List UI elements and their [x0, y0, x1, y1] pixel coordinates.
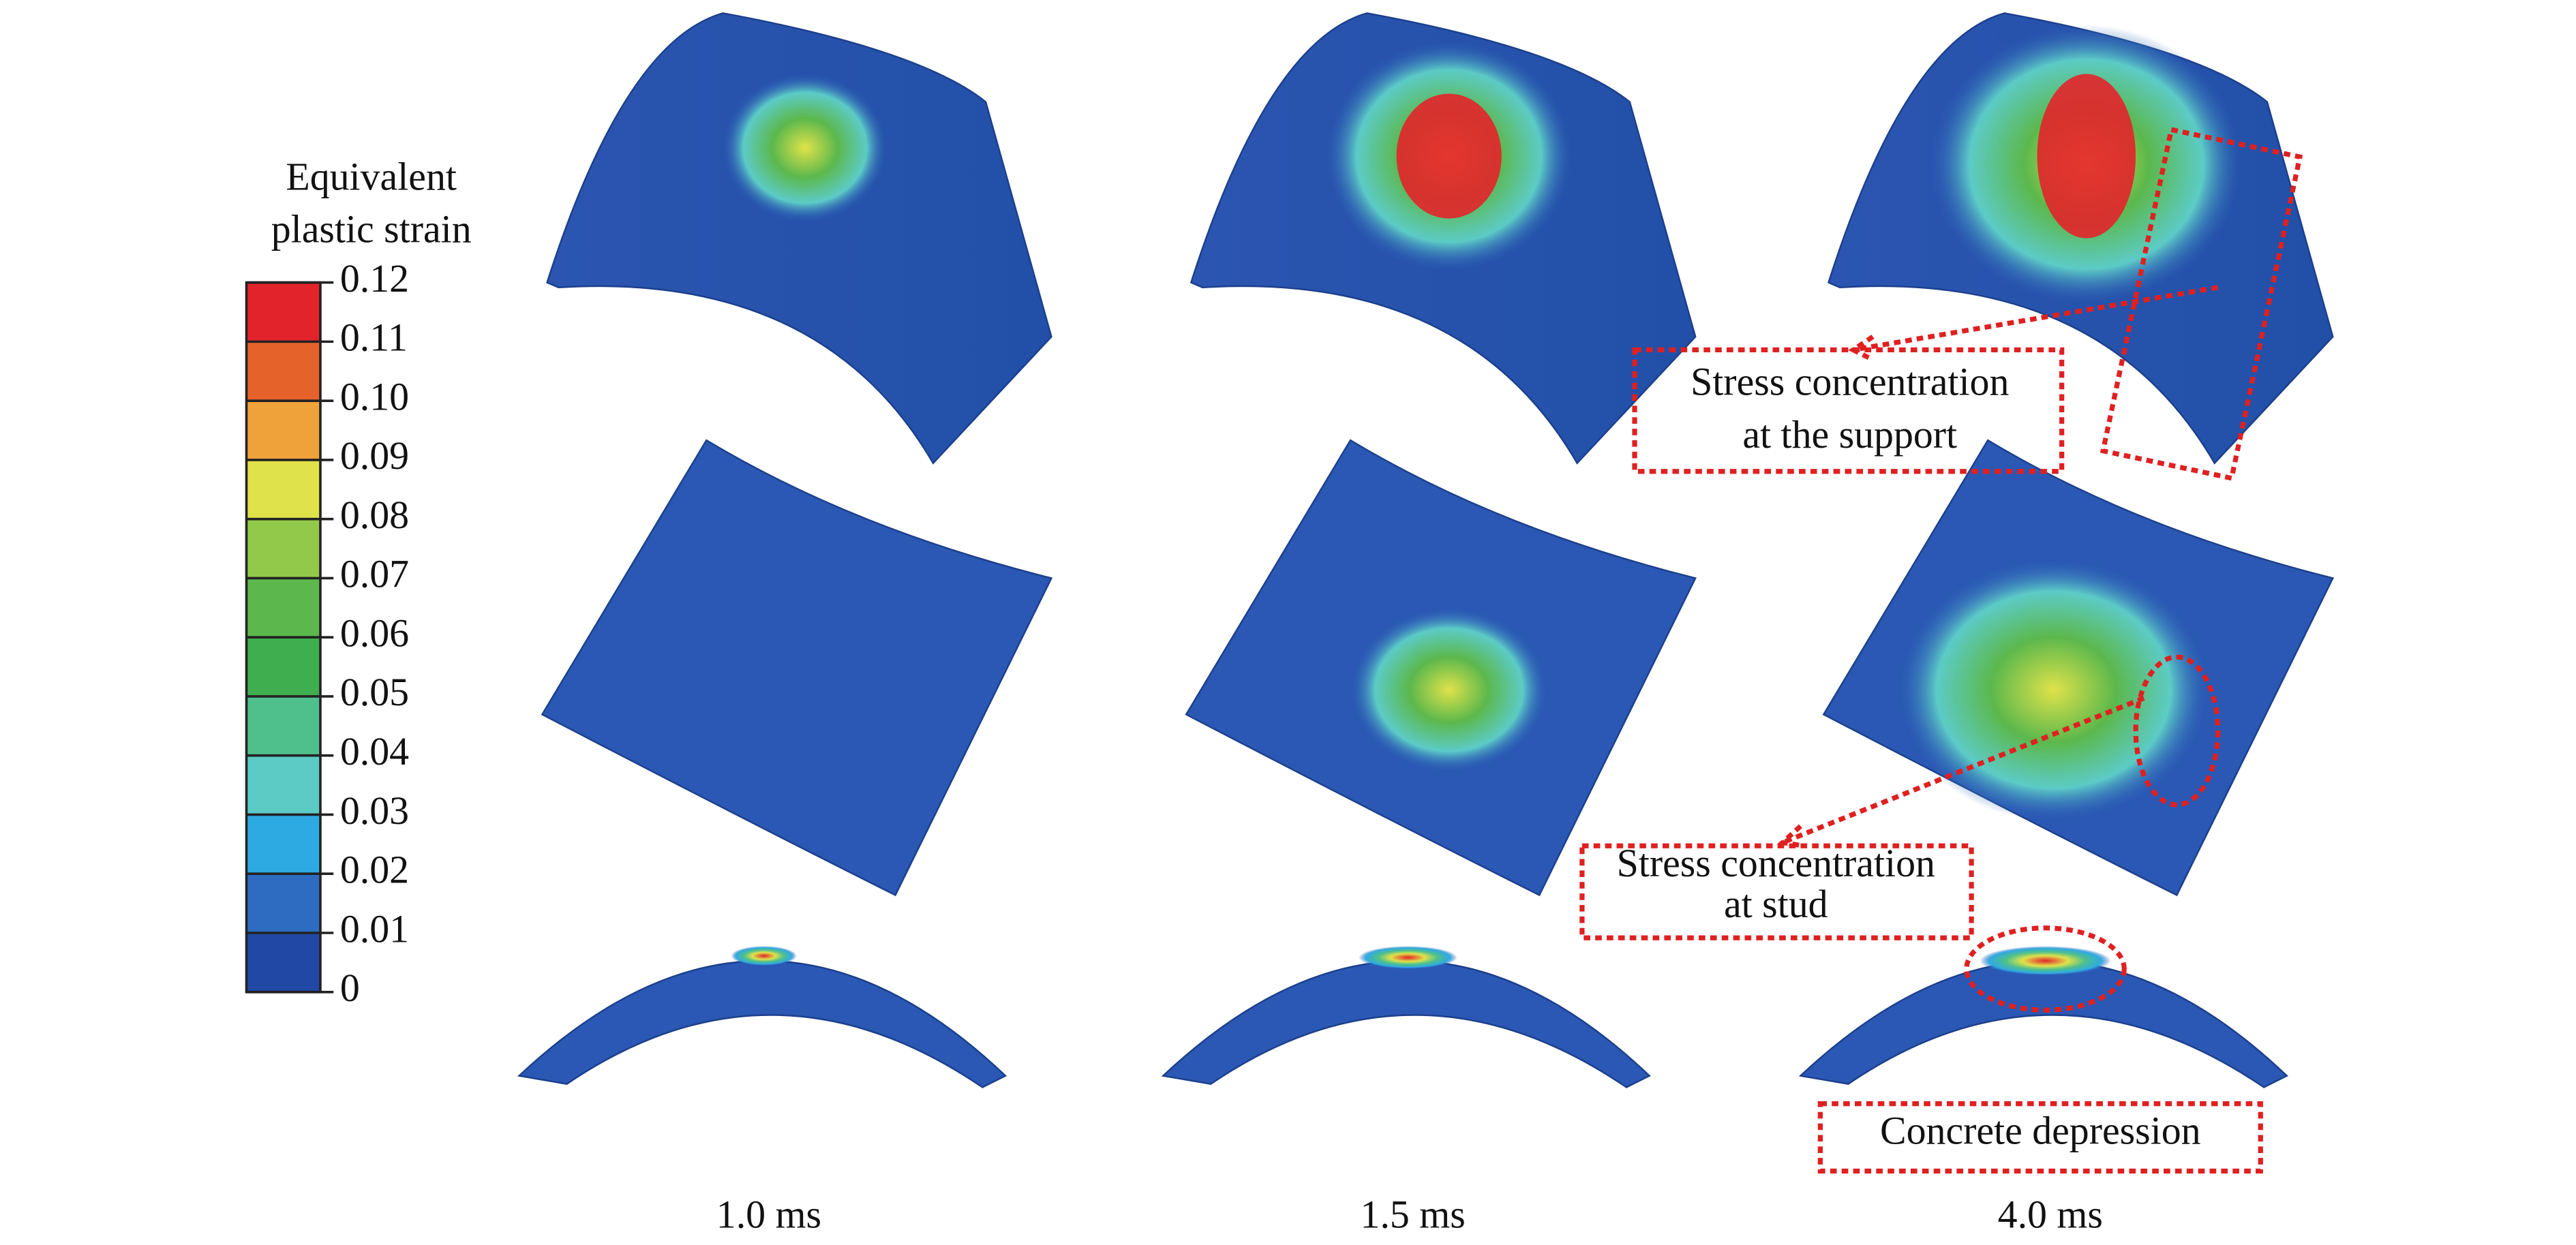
time-label: 1.5 ms — [1361, 1193, 1466, 1237]
colorbar-segment — [246, 755, 320, 815]
colorbar-segment — [246, 814, 320, 874]
colorbar-label: 0.06 — [340, 611, 409, 655]
colorbar-label: 0.04 — [340, 729, 409, 773]
annotation: Stress concentration — [1691, 360, 2009, 404]
colorbar-segment — [246, 637, 320, 696]
colorbar-label: 0.07 — [340, 552, 409, 596]
annotation: at stud — [1724, 882, 1828, 926]
legend-title: Equivalent — [286, 154, 457, 198]
legend: Equivalent plastic strain 0.12 0.11 0.10 0.… — [245, 154, 472, 1010]
time-label: 1.0 ms — [716, 1193, 821, 1237]
colorbar-segment — [246, 578, 320, 638]
colorbar-segment — [246, 519, 320, 579]
colorbar-segment — [246, 933, 320, 992]
legend-title: plastic strain — [271, 207, 472, 251]
colorbar-label: 0 — [340, 966, 360, 1010]
specimen-1-0ms — [518, 12, 1052, 1088]
colorbar-segment — [246, 341, 320, 401]
colorbar-label: 0.03 — [340, 788, 409, 833]
colorbar-label: 0.12 — [340, 256, 409, 301]
annotation: Stress concentration — [1617, 841, 1935, 885]
specimen-1-5ms — [1162, 12, 1697, 1088]
colorbar-label: 0.02 — [340, 848, 409, 892]
colorbar-label: 0.09 — [340, 433, 409, 478]
markers — [1579, 126, 2303, 1174]
colorbar-segment — [246, 459, 320, 519]
colorbar-segment — [246, 282, 320, 342]
specimen-4-0ms — [1800, 12, 2334, 1088]
annotation: at the support — [1742, 412, 1957, 457]
colorbar-segment — [246, 401, 320, 460]
colorbar-segment — [246, 696, 320, 756]
colorbar-label: 0.05 — [340, 670, 409, 714]
time-label: 4.0 ms — [1998, 1193, 2103, 1237]
annotation: Concrete depression — [1880, 1109, 2201, 1153]
colorbar-label: 0.11 — [340, 316, 408, 360]
colorbar-label: 0.10 — [340, 374, 409, 418]
colorbar-label: 0.08 — [340, 493, 409, 537]
colorbar-label: 0.01 — [340, 906, 409, 951]
colorbar-segment — [246, 874, 320, 934]
